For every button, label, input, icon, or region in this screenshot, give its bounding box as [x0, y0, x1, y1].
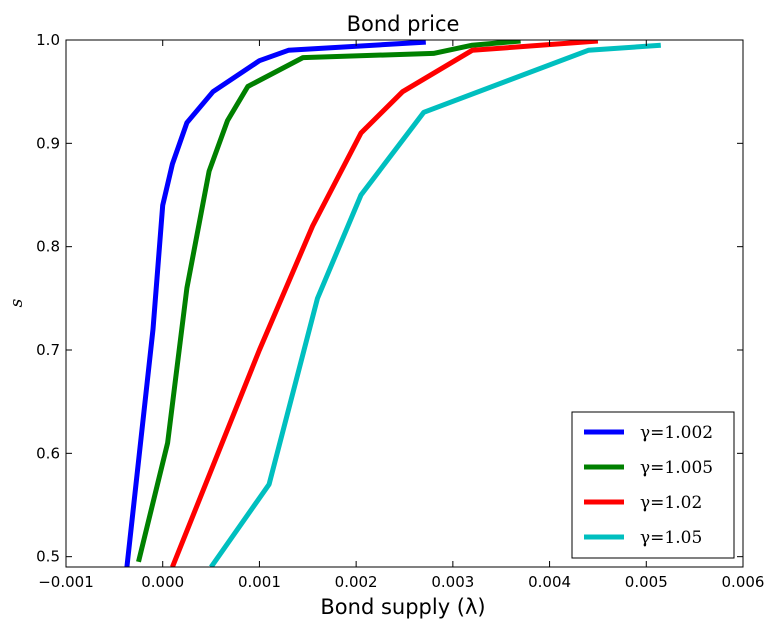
- series-line-4: [209, 42, 661, 567]
- legend-label: γ=1.02: [640, 493, 702, 513]
- x-tick-label: 0.004: [528, 573, 571, 591]
- legend-box: [571, 411, 735, 559]
- plot-area: [124, 40, 661, 567]
- legend-label: γ=1.005: [640, 458, 713, 478]
- x-tick-label: 0.002: [335, 573, 378, 591]
- y-tick-label: 0.6: [36, 444, 60, 462]
- y-tick-label: 0.9: [36, 134, 60, 152]
- y-tick-label: 0.7: [36, 341, 60, 359]
- chart-title: Bond price: [347, 12, 460, 36]
- x-axis: −0.001 0.000 0.001 0.002 0.003 0.004 0.005 0.00…: [38, 40, 764, 591]
- legend-label: γ=1.05: [640, 528, 702, 548]
- y-tick-label: 0.5: [36, 548, 60, 566]
- legend-label: γ=1.002: [640, 423, 713, 443]
- x-tick-label: 0.006: [722, 573, 765, 591]
- x-tick-label: 0.001: [238, 573, 281, 591]
- series-line-2: [136, 40, 521, 563]
- x-tick-label: 0.005: [625, 573, 668, 591]
- series-line-3: [170, 40, 599, 567]
- x-tick-label: −0.001: [38, 573, 94, 591]
- series-line-1: [124, 40, 426, 567]
- y-tick-label: 1.0: [36, 31, 60, 49]
- y-axis: 0.5 0.6 0.7 0.8 0.9 1.0: [36, 31, 743, 566]
- x-axis-title: Bond supply (λ): [320, 595, 485, 619]
- x-tick-label: 0.000: [141, 573, 184, 591]
- legend: γ=1.002 γ=1.005 γ=1.02 γ=1.05: [571, 411, 735, 559]
- y-axis-title: s: [7, 298, 27, 307]
- plot-frame: [65, 39, 744, 568]
- x-tick-label: 0.003: [431, 573, 474, 591]
- y-tick-label: 0.8: [36, 238, 60, 256]
